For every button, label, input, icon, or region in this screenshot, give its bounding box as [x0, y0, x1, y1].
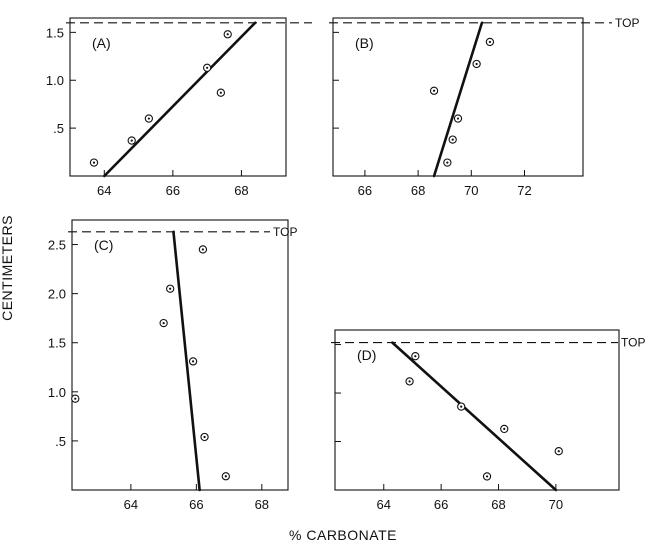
- data-point-dot: [446, 161, 449, 164]
- x-tick-label: 64: [377, 497, 391, 512]
- panel-frame: [334, 329, 620, 491]
- data-point: [200, 432, 209, 442]
- y-tick-label: 1.5: [48, 336, 66, 351]
- data-point: [216, 88, 226, 97]
- data-point-dot: [147, 117, 150, 120]
- top-label: TOP: [615, 16, 639, 30]
- data-point: [429, 86, 439, 95]
- data-point: [411, 352, 420, 361]
- x-tick-label: 68: [411, 183, 425, 198]
- data-point-dot: [456, 117, 460, 120]
- fit-line: [172, 230, 201, 492]
- panels-group: 64 66 68 .5 1.0 1.5 (A) 66 68 70 72 TOP (B) 64 66 68 .5 1…: [46, 16, 646, 512]
- x-tick-label: 70: [464, 183, 478, 198]
- x-tick-label: 66: [434, 497, 448, 512]
- data-point-dot: [130, 139, 133, 142]
- x-tick-label: 66: [166, 183, 180, 198]
- data-point: [485, 37, 495, 47]
- data-point-dot: [460, 405, 463, 408]
- data-point: [223, 30, 232, 39]
- x-tick-label: 72: [517, 183, 531, 198]
- data-point: [221, 472, 230, 481]
- data-point-dot: [488, 40, 492, 44]
- fit-line: [102, 21, 257, 178]
- data-point-dot: [92, 161, 96, 164]
- data-point-dot: [162, 321, 165, 325]
- y-tick-label: 1.0: [46, 73, 64, 88]
- x-tick-label: 66: [189, 497, 203, 512]
- data-point: [482, 472, 492, 481]
- x-tick-label: 68: [234, 183, 248, 198]
- fit-line: [391, 341, 558, 492]
- data-point-dot: [451, 138, 454, 141]
- data-point: [448, 135, 457, 144]
- panel-frame: [332, 17, 584, 177]
- data-point: [127, 136, 136, 145]
- x-tick-label: 68: [255, 497, 269, 512]
- data-point: [500, 424, 509, 434]
- data-point: [198, 245, 208, 254]
- y-tick-label: 2.0: [48, 287, 66, 302]
- data-point: [159, 318, 168, 328]
- panel-b: 66 68 70 72 TOP (B): [329, 16, 639, 198]
- x-tick-label: 70: [549, 497, 563, 512]
- data-point: [554, 447, 563, 456]
- data-point: [405, 377, 414, 386]
- data-point-dot: [226, 33, 229, 36]
- panel-label: (C): [94, 237, 113, 253]
- data-point: [472, 59, 481, 69]
- panel-label: (A): [92, 35, 111, 51]
- data-point: [453, 114, 463, 123]
- data-point-dot: [485, 475, 489, 478]
- panel-frame: [71, 219, 289, 491]
- data-point-dot: [169, 287, 172, 290]
- panel-a: 64 66 68 .5 1.0 1.5 (A): [46, 17, 312, 198]
- panel-d: 64 66 68 70 TOP (D): [331, 329, 645, 512]
- top-label: TOP: [273, 225, 297, 239]
- data-point: [71, 394, 80, 403]
- panel-frame: [69, 17, 287, 177]
- data-point-dot: [408, 380, 411, 383]
- y-axis-title: CENTIMETERS: [0, 215, 15, 321]
- x-tick-label: 68: [491, 497, 505, 512]
- y-tick-label: 2.5: [48, 238, 66, 253]
- x-tick-label: 64: [124, 497, 138, 512]
- data-point: [166, 284, 175, 293]
- top-label: TOP: [621, 336, 645, 350]
- data-point-dot: [74, 397, 77, 400]
- data-point-dot: [414, 355, 417, 358]
- data-point-dot: [503, 427, 506, 431]
- fit-line: [432, 21, 484, 178]
- y-tick-label: .5: [53, 121, 64, 136]
- data-point-dot: [432, 89, 436, 92]
- data-point-dot: [206, 66, 209, 69]
- x-axis-title: % CARBONATE: [289, 527, 397, 543]
- x-tick-label: 66: [358, 183, 372, 198]
- y-tick-label: .5: [55, 434, 66, 449]
- panel-label: (B): [355, 35, 374, 51]
- x-tick-label: 64: [97, 183, 111, 198]
- data-point-dot: [224, 475, 227, 478]
- y-tick-label: 1.0: [48, 385, 66, 400]
- y-tick-label: 1.5: [46, 25, 64, 40]
- data-point-dot: [475, 62, 478, 66]
- data-point-dot: [191, 360, 195, 363]
- data-point: [144, 114, 154, 123]
- data-point-dot: [557, 450, 560, 453]
- data-point: [443, 158, 452, 167]
- data-point-dot: [201, 248, 205, 251]
- data-point-dot: [203, 435, 206, 439]
- data-point: [202, 63, 212, 72]
- panel-label: (D): [357, 347, 376, 363]
- panel-c: 64 66 68 .5 1.0 1.5 2.0 2.5 TOP (C): [48, 219, 297, 512]
- data-point-dot: [219, 91, 222, 94]
- data-point: [457, 402, 466, 411]
- data-point: [188, 357, 198, 366]
- data-point: [89, 158, 99, 167]
